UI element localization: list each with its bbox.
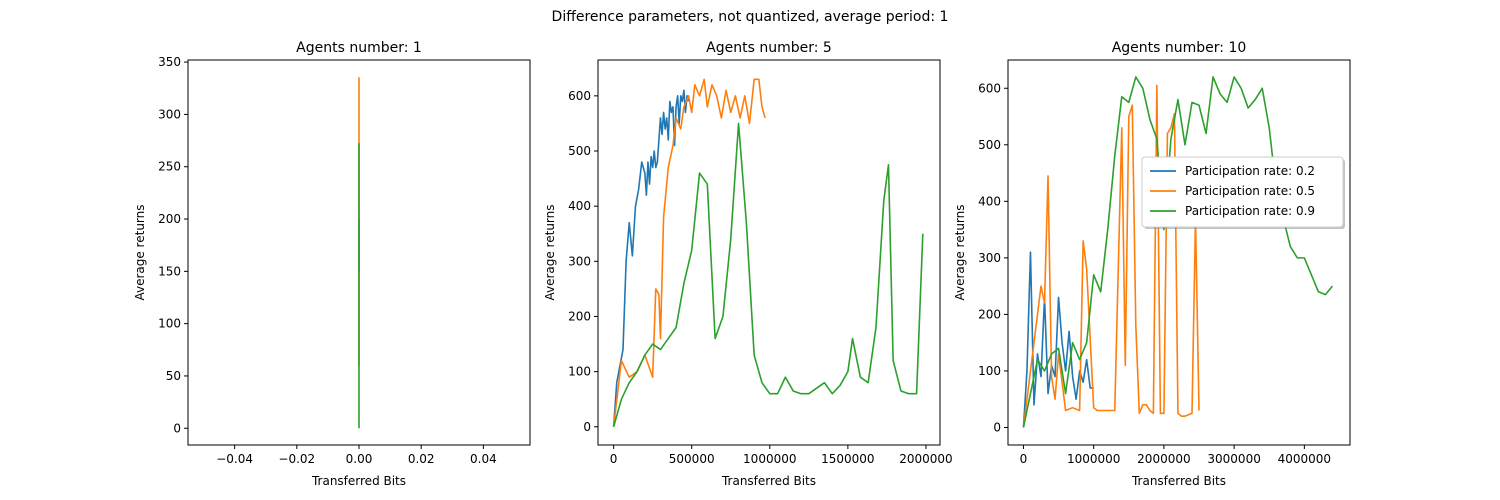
panel-3: 0 1000000 2000000 3000000 4000000 0 100 200 300 4… [953,40,1351,488]
panels: −0.04 −0.02 0.00 0.02 0.04 0 50 100 150 200 250 300… [133,40,1351,488]
x-tick-label: 3000000 [1207,452,1260,466]
panel-2: 0 500000 1000000 1500000 2000000 0 100 200 300 40… [543,40,953,488]
x-tick-label: 0 [1020,452,1028,466]
axes-frame [597,59,941,446]
x-axis-label: Transferred Bits [311,474,406,488]
panel-title: Agents number: 5 [706,40,832,56]
y-tick-label: 50 [166,369,181,383]
x-tick-label: 0.04 [470,452,497,466]
x-axis-label: Transferred Bits [721,474,816,488]
series-line-rate-0-2 [612,89,690,427]
series-line-rate-0-2 [1022,251,1094,428]
y-tick-label: 0 [583,420,591,434]
y-tick-label: 400 [568,199,591,213]
x-tick-label: 1000000 [1067,452,1120,466]
y-tick-label: 0 [993,420,1001,434]
legend-entry: Participation rate: 0.2 [1185,164,1315,178]
y-tick-label: 150 [158,264,181,278]
x-tick-label: 2000000 [899,452,952,466]
legend-entry: Participation rate: 0.5 [1185,184,1315,198]
series-group [1022,76,1334,428]
x-tick-label: 0 [610,452,618,466]
figure-suptitle: Difference parameters, not quantized, av… [552,9,949,25]
x-tick-label: 4000000 [1278,452,1331,466]
y-tick-label: 200 [158,212,181,226]
axes-frame [1007,59,1351,446]
series-line-rate-0-5 [1022,84,1200,428]
y-tick-label: 500 [568,144,591,158]
y-tick-label: 350 [158,55,181,69]
y-tick-label: 0 [173,421,181,435]
panel-title: Agents number: 10 [1112,40,1247,56]
legend: Participation rate: 0.2 Participation rat… [1141,156,1345,229]
x-tick-label: 500000 [669,452,715,466]
x-tick-label: 0.02 [408,452,435,466]
y-tick-label: 100 [568,365,591,379]
y-tick-label: 300 [158,107,181,121]
y-tick-label: 200 [568,309,591,323]
y-tick-label: 300 [978,251,1001,265]
y-tick-label: 500 [978,138,1001,152]
x-tick-label: 2000000 [1137,452,1190,466]
panel-title: Agents number: 1 [296,40,422,56]
y-axis-label: Average returns [953,204,967,300]
x-tick-label: 0.00 [346,452,373,466]
y-tick-label: 400 [978,194,1001,208]
x-tick-label: 1500000 [821,452,874,466]
y-axis-label: Average returns [133,204,147,300]
x-tick-label: −0.02 [278,452,315,466]
y-tick-label: 200 [978,307,1001,321]
legend-entry: Participation rate: 0.9 [1185,204,1315,218]
y-tick-label: 600 [568,89,591,103]
y-tick-label: 250 [158,160,181,174]
legend-box [1141,156,1344,228]
x-axis-label: Transferred Bits [1131,474,1226,488]
series-line-rate-0-9 [612,122,924,428]
y-tick-label: 100 [978,364,1001,378]
x-tick-label: 1000000 [743,452,796,466]
series-line-rate-0-5 [612,78,766,427]
x-tick-label: −0.04 [216,452,253,466]
y-tick-label: 300 [568,254,591,268]
y-axis-label: Average returns [543,204,557,300]
panel-1: −0.04 −0.02 0.00 0.02 0.04 0 50 100 150 200 250 300… [133,40,531,488]
y-tick-label: 100 [158,317,181,331]
series-group [612,78,924,428]
y-tick-label: 600 [978,81,1001,95]
